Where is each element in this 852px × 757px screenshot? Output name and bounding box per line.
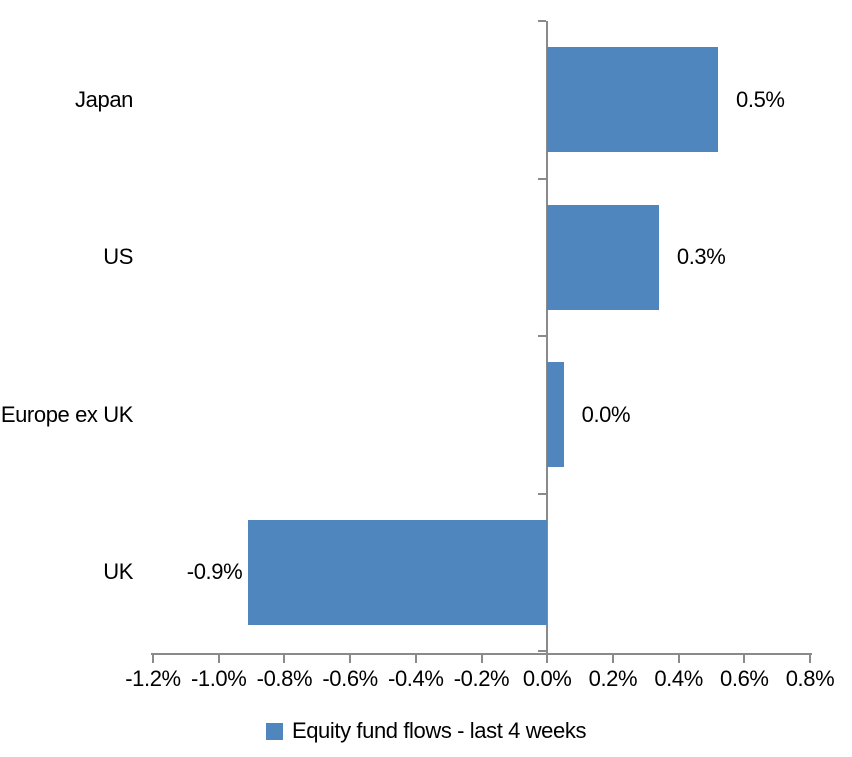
bar-japan: [547, 47, 718, 153]
category-label-uk: UK: [103, 559, 133, 585]
y-axis-tick: [538, 335, 547, 337]
x-axis-tick: [480, 653, 483, 663]
category-label-us: US: [103, 244, 133, 270]
x-axis-tick: [414, 653, 417, 663]
x-axis-tick-label: 0.4%: [654, 666, 703, 691]
category-label-japan: Japan: [75, 86, 133, 112]
x-axis-tick: [743, 653, 746, 663]
x-axis-tick-label: -0.4%: [388, 666, 444, 691]
x-axis-tick-label: -0.2%: [453, 666, 510, 691]
x-axis-tick-label: 0.6%: [720, 666, 769, 691]
x-axis-tick-label: -1.2%: [125, 666, 181, 691]
x-axis-tick: [283, 653, 286, 663]
legend-label: Equity fund flows - last 4 weeks: [291, 718, 587, 743]
y-axis-tick: [538, 650, 547, 652]
x-axis-tick-label: -0.6%: [322, 666, 378, 691]
data-label-uk: -0.9%: [186, 559, 243, 585]
y-axis-tick: [538, 492, 547, 495]
x-axis-tick-label: -1.0%: [190, 666, 247, 691]
data-label-europe-ex-uk: 0.0%: [581, 401, 631, 427]
x-axis-tick: [677, 653, 680, 663]
x-axis-tick-label: 0.0%: [522, 666, 572, 691]
x-axis-tick: [809, 653, 811, 663]
y-axis-line: [546, 21, 549, 653]
data-label-japan: 0.5%: [736, 86, 785, 112]
bar-uk: [248, 519, 548, 625]
x-axis-tick: [611, 653, 614, 663]
legend-marker-icon: [265, 722, 283, 740]
x-axis-tick: [349, 653, 352, 663]
y-axis-tick: [538, 177, 547, 180]
data-label-us: 0.3%: [676, 244, 726, 270]
bar-us: [547, 204, 659, 310]
category-label-europe-ex-uk: Europe ex UK: [0, 401, 134, 427]
x-axis-tick-label: -0.8%: [256, 666, 313, 691]
x-axis-tick: [546, 653, 549, 663]
x-axis-tick: [152, 653, 154, 663]
x-axis-tick: [217, 653, 220, 663]
y-axis-tick: [538, 20, 547, 22]
legend: Equity fund flows - last 4 weeks: [0, 718, 852, 744]
bar-europe-ex-uk: [547, 362, 564, 468]
x-axis-tick-label: 0.8%: [785, 666, 835, 691]
x-axis-tick-label: 0.2%: [588, 666, 638, 691]
